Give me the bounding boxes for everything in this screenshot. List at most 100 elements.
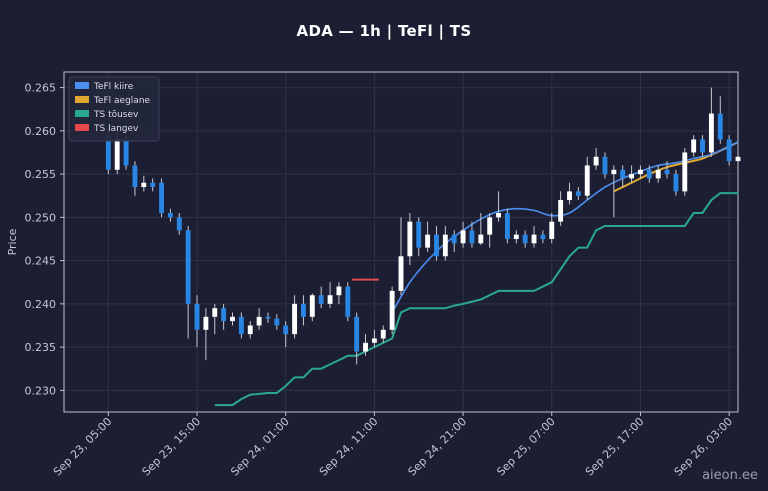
candle <box>150 178 156 192</box>
y-tick-label: 0.260 <box>25 125 57 138</box>
candle-body-down <box>664 169 670 175</box>
candle-body-up <box>292 303 298 335</box>
legend-swatch <box>75 124 89 131</box>
candle <box>460 221 466 248</box>
candle-body-up <box>309 295 315 317</box>
y-tick-label: 0.230 <box>25 384 57 397</box>
candle <box>558 191 564 226</box>
legend: TeFl kiire TeFl aeglane TS tõusev TS langev <box>68 76 160 142</box>
candle-body-up <box>336 286 342 296</box>
candle <box>540 230 546 244</box>
candle <box>371 329 377 348</box>
candle-body-down <box>283 325 289 335</box>
candle-body-down <box>469 230 475 244</box>
candle-body-up <box>212 308 218 317</box>
plot-frame <box>63 71 739 413</box>
legend-box <box>68 76 160 142</box>
candle <box>212 303 218 335</box>
candle <box>247 321 253 339</box>
candle <box>638 165 643 179</box>
y-axis-label: Price <box>6 228 19 255</box>
candle-body-down <box>504 213 510 239</box>
candle <box>646 165 652 183</box>
series <box>214 141 739 407</box>
candle-body-down <box>726 139 732 162</box>
tefl-fast-line <box>391 141 739 313</box>
candle-body-up <box>256 316 262 326</box>
candle <box>673 169 679 196</box>
candle-body-up <box>478 234 484 244</box>
candle <box>167 208 173 222</box>
y-tick-label: 0.265 <box>25 82 57 95</box>
candle <box>132 161 138 196</box>
watermark: aieon.ee <box>702 468 758 483</box>
candle <box>327 282 333 309</box>
candle <box>416 217 422 257</box>
candle <box>522 230 528 248</box>
candle <box>531 225 537 248</box>
y-tick-label: 0.245 <box>25 255 57 268</box>
candle-body-up <box>638 169 643 175</box>
candle-body-up <box>496 213 501 218</box>
legend-swatch <box>75 96 89 103</box>
candle <box>513 230 519 244</box>
candle-body-down <box>167 213 173 218</box>
candle <box>301 295 306 326</box>
candle-body-up <box>487 217 493 235</box>
candle-body-up <box>513 234 519 239</box>
candle <box>451 230 457 252</box>
legend-entry: TeFl kiire <box>93 82 134 92</box>
candle <box>620 165 626 188</box>
candle <box>318 286 324 309</box>
candle <box>691 135 697 157</box>
candle <box>700 135 705 157</box>
candle-body-up <box>230 316 235 322</box>
candle <box>442 225 448 261</box>
candle-body-down <box>345 286 351 317</box>
candle <box>487 213 493 248</box>
candle-body-down <box>700 139 705 153</box>
candle <box>221 303 227 330</box>
candle-body-up <box>247 325 253 335</box>
candle <box>567 182 572 205</box>
x-tick-label: Sep 25, 17:00 <box>583 415 647 479</box>
candle <box>496 191 501 222</box>
candle <box>380 325 386 343</box>
candle <box>176 213 182 235</box>
candle-body-down <box>646 169 652 179</box>
candle <box>345 282 351 322</box>
candle-body-down <box>301 303 306 317</box>
y-tick-label: 0.240 <box>25 298 57 311</box>
candle-body-down <box>123 139 129 166</box>
x-tick-label: Sep 23, 05:00 <box>51 415 115 479</box>
candle <box>682 148 688 196</box>
candle-body-down <box>185 230 191 304</box>
candle-body-up <box>584 165 590 196</box>
candle-body-down <box>318 295 324 304</box>
candle <box>141 175 147 192</box>
candle <box>735 152 741 170</box>
candle-body-up <box>531 234 537 244</box>
y-tick-label: 0.255 <box>25 168 57 181</box>
x-tick-label: Sep 24, 21:00 <box>406 415 470 479</box>
candle <box>584 156 590 201</box>
candle-body-up <box>380 329 386 339</box>
candle-body-up <box>425 234 431 248</box>
candle <box>664 161 670 179</box>
x-tick-label: Sep 25, 07:00 <box>494 415 558 479</box>
candle-body-up <box>363 342 368 352</box>
candle-body-down <box>522 234 528 244</box>
candle <box>407 213 413 265</box>
candle-body-up <box>442 234 448 257</box>
candle <box>708 87 714 157</box>
candle-body-up <box>371 338 377 343</box>
y-tick-label: 0.250 <box>25 211 57 224</box>
candle-body-up <box>549 221 555 239</box>
candle-body-up <box>558 200 564 222</box>
candle <box>629 165 635 183</box>
candle-body-down <box>434 234 439 257</box>
candle <box>602 152 608 179</box>
candle <box>336 282 342 304</box>
candle-body-down <box>620 169 626 179</box>
candle <box>159 178 164 218</box>
